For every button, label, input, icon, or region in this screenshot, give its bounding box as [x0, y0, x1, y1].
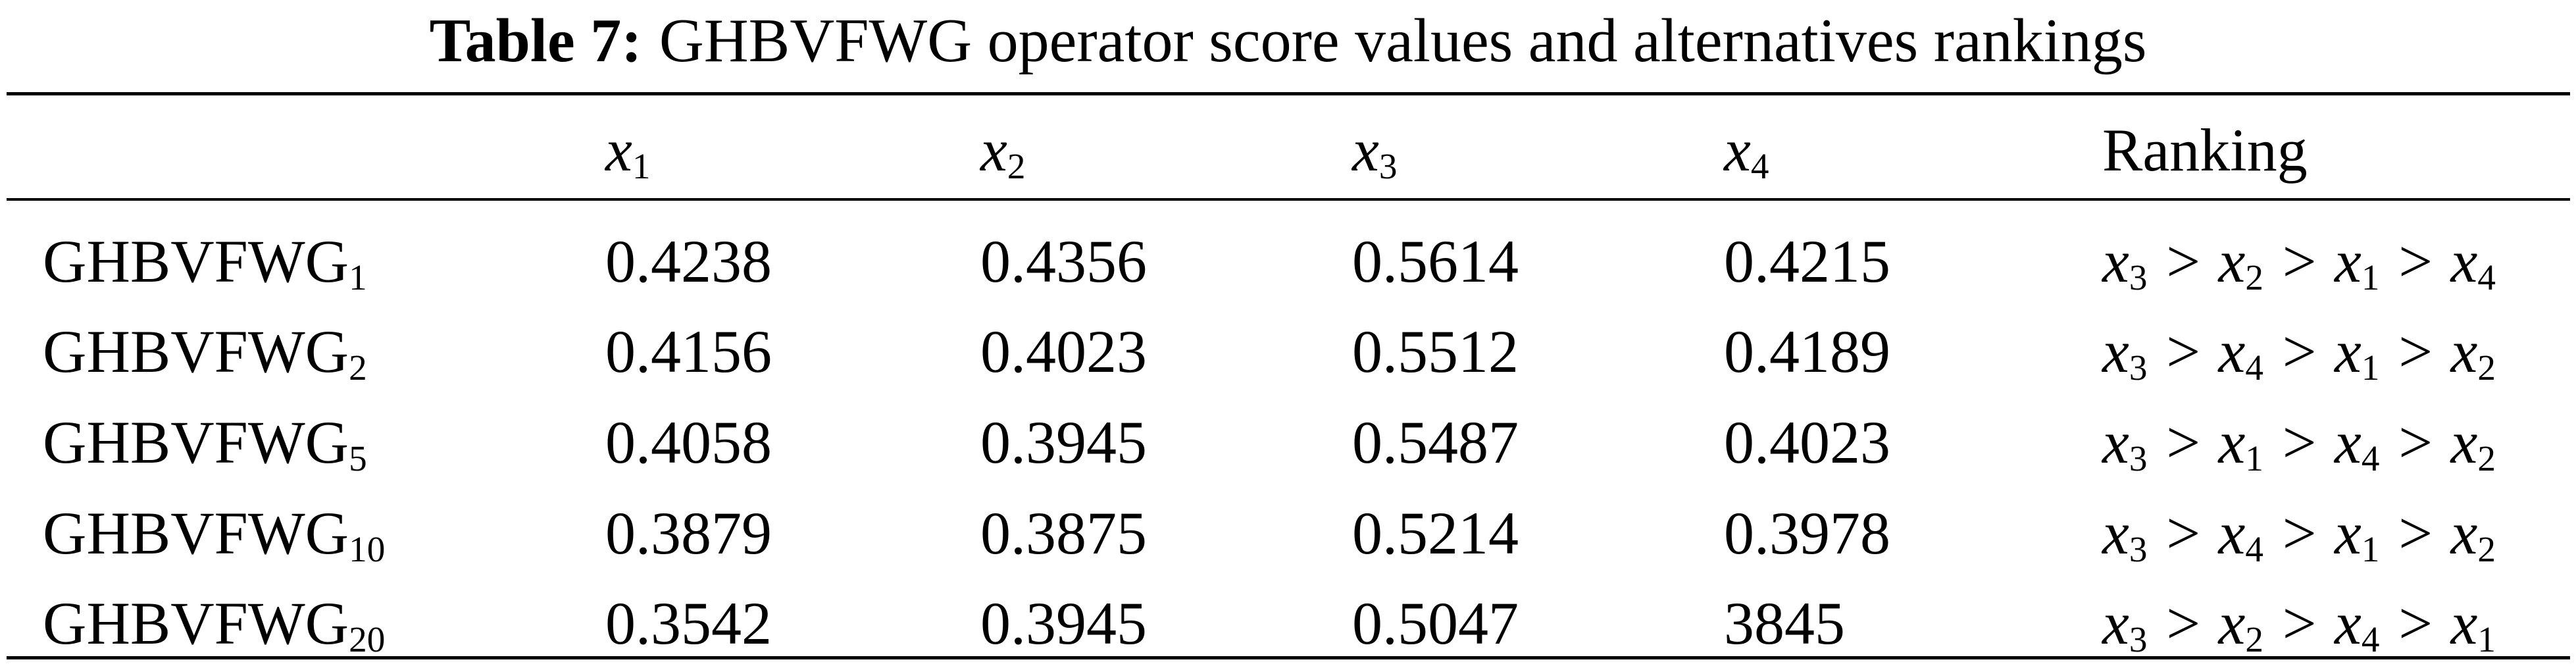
header-cell-ranking: Ranking — [2102, 116, 2308, 184]
table-bottom-rule — [7, 656, 2570, 659]
ranking-cell: x3 > x4 > x1 > x2 — [2102, 500, 2496, 570]
table-header-row: x1 x2 x3 x4 Ranking — [0, 109, 2576, 191]
score-cell-x3: 0.5487 — [1352, 409, 1519, 476]
score-cell-x1: 0.3879 — [605, 500, 772, 567]
table-top-rule — [7, 92, 2570, 95]
score-cell-x3: 0.5512 — [1352, 318, 1519, 385]
score-cell-x4: 0.4189 — [1724, 318, 1890, 385]
score-cell-x1: 0.4058 — [605, 409, 772, 476]
score-cell-x2: 0.3875 — [980, 500, 1147, 567]
score-cell-x4: 0.4023 — [1724, 409, 1890, 476]
table-caption: Table 7: GHBVFWG operator score values an… — [0, 0, 2576, 82]
score-cell-x1: 0.3542 — [605, 590, 772, 657]
row-label: GHBVFWG2 — [43, 318, 367, 388]
score-cell-x4: 0.3978 — [1724, 500, 1890, 567]
table-row: GHBVFWG10 0.3879 0.3875 0.5214 0.3978 x3… — [0, 492, 2576, 574]
score-cell-x2: 0.3945 — [980, 409, 1147, 476]
ranking-cell: x3 > x4 > x1 > x2 — [2102, 318, 2496, 388]
score-cell-x3: 0.5047 — [1352, 590, 1519, 657]
table-caption-number: Table 7: — [429, 7, 642, 75]
table-caption-text: GHBVFWG operator score values and altern… — [659, 7, 2147, 75]
table-row: GHBVFWG1 0.4238 0.4356 0.5614 0.4215 x3 … — [0, 220, 2576, 302]
score-cell-x2: 0.3945 — [980, 590, 1147, 657]
header-cell-x1: x1 — [605, 116, 651, 187]
table-row: GHBVFWG2 0.4156 0.4023 0.5512 0.4189 x3 … — [0, 311, 2576, 392]
score-cell-x2: 0.4356 — [980, 228, 1147, 295]
score-cell-x4: 0.4215 — [1724, 228, 1890, 295]
table-row: GHBVFWG20 0.3542 0.3945 0.5047 3845 x3 >… — [0, 582, 2576, 664]
score-cell-x4: 3845 — [1724, 590, 1845, 657]
score-cell-x1: 0.4156 — [605, 318, 772, 385]
row-label: GHBVFWG10 — [43, 500, 386, 570]
row-label: GHBVFWG1 — [43, 228, 367, 298]
header-cell-x3: x3 — [1352, 116, 1398, 187]
score-cell-x1: 0.4238 — [605, 228, 772, 295]
ranking-cell: x3 > x2 > x4 > x1 — [2102, 590, 2496, 660]
ranking-cell: x3 > x2 > x1 > x4 — [2102, 228, 2496, 298]
score-cell-x2: 0.4023 — [980, 318, 1147, 385]
score-cell-x3: 0.5214 — [1352, 500, 1519, 567]
table-row: GHBVFWG5 0.4058 0.3945 0.5487 0.4023 x3 … — [0, 401, 2576, 483]
score-cell-x3: 0.5614 — [1352, 228, 1519, 295]
table-header-rule — [7, 198, 2570, 201]
header-cell-x2: x2 — [980, 116, 1026, 187]
row-label: GHBVFWG5 — [43, 409, 367, 479]
header-cell-x4: x4 — [1724, 116, 1769, 187]
ranking-cell: x3 > x1 > x4 > x2 — [2102, 409, 2496, 479]
row-label: GHBVFWG20 — [43, 590, 386, 660]
